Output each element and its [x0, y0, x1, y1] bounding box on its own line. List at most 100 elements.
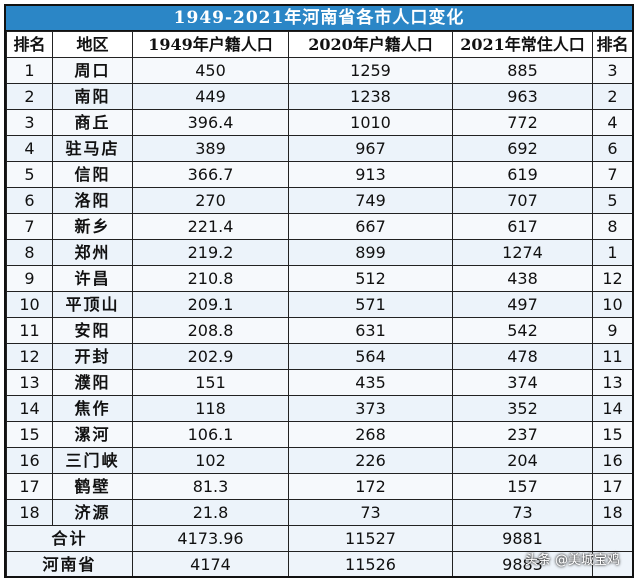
cell-rank: 10	[6, 291, 53, 318]
table-row: 7 新乡 221.4 667 617 8	[6, 213, 632, 240]
cell-2021: 352	[452, 395, 593, 422]
cell-1949: 389	[132, 135, 289, 162]
cell-rank: 6	[6, 187, 53, 214]
summary-v2020: 1	[289, 578, 453, 579]
cell-region: 三门峡	[52, 447, 133, 474]
cell-rank: 4	[6, 135, 53, 162]
cell-region: 鹤壁	[52, 473, 133, 500]
cell-2021: 204	[452, 447, 593, 474]
header-rank-2021: 排名	[592, 31, 632, 58]
cell-1949: 102	[132, 447, 289, 474]
cell-2020: 268	[288, 421, 453, 448]
cell-region: 新乡	[52, 213, 133, 240]
cell-2020: 571	[288, 291, 453, 318]
cell-2020: 226	[288, 447, 453, 474]
cell-rank: 11	[6, 317, 53, 344]
table-row: 1 周口 450 1259 885 3	[6, 57, 632, 84]
summary-empty-cell	[592, 551, 632, 576]
cell-region: 南阳	[52, 83, 133, 110]
population-table-sheet: 1949-2021年河南省各市人口变化 排名 地区 1949年户籍人口 2020…	[4, 4, 634, 578]
cell-2021: 772	[452, 109, 593, 136]
cell-2021: 885	[452, 57, 593, 84]
cell-2021: 619	[452, 161, 593, 188]
cell-region: 漯河	[52, 421, 133, 448]
table-row: 3 商丘 396.4 1010 772 4	[6, 109, 632, 136]
summary-v2020: 11527	[288, 525, 453, 552]
cell-rank: 9	[6, 265, 53, 292]
cell-rank: 7	[6, 213, 53, 240]
summary-label: 合计	[6, 525, 133, 552]
table-row: 15 漯河 106.1 268 237 15	[6, 421, 632, 448]
cell-2020: 373	[288, 395, 453, 422]
header-2020-registered: 2020年户籍人口	[288, 31, 453, 58]
cell-1949: 118	[132, 395, 289, 422]
cell-rank: 16	[6, 447, 53, 474]
cell-2021: 478	[452, 343, 593, 370]
summary-v2021: 9883	[452, 551, 593, 576]
cell-rank: 13	[6, 369, 53, 396]
cell-1949: 151	[132, 369, 289, 396]
table-row: 12 开封 202.9 564 478 11	[6, 343, 632, 370]
cell-rank: 17	[6, 473, 53, 500]
cell-region: 焦作	[52, 395, 133, 422]
cell-rank-2021: 6	[592, 135, 632, 162]
cell-rank: 15	[6, 421, 53, 448]
cell-1949: 366.7	[132, 161, 289, 188]
header-2021-resident: 2021年常住人口	[452, 31, 593, 58]
cell-rank-2021: 5	[592, 187, 632, 214]
cell-2021: 1274	[452, 239, 593, 266]
cell-region: 濮阳	[52, 369, 133, 396]
cell-region: 平顶山	[52, 291, 133, 318]
table-row: 6 洛阳 270 749 707 5	[6, 187, 632, 214]
watermark: 头条 @美城宝鸡	[524, 553, 620, 568]
cell-rank-2021: 4	[592, 109, 632, 136]
table-row: 17 鹤壁 81.3 172 157 17	[6, 473, 632, 500]
cell-rank-2021: 12	[592, 265, 632, 292]
cell-rank: 5	[6, 161, 53, 188]
cell-region: 商丘	[52, 109, 133, 136]
cell-rank-2021: 2	[592, 83, 632, 110]
cell-rank: 1	[6, 57, 53, 84]
table-row: 11 安阳 208.8 631 542 9	[6, 317, 632, 344]
cell-2020: 73	[288, 499, 453, 526]
cell-rank: 14	[6, 395, 53, 422]
cell-2021: 374	[452, 369, 593, 396]
header-1949-registered: 1949年户籍人口	[132, 31, 289, 58]
header-region: 地区	[52, 31, 133, 58]
cell-2020: 631	[288, 317, 453, 344]
cell-2020: 172	[288, 473, 453, 500]
table-row: 9 许昌 210.8 512 438 12	[6, 265, 632, 292]
cell-rank: 2	[6, 83, 53, 110]
header-row: 排名 地区 1949年户籍人口 2020年户籍人口 2021年常住人口 排名	[6, 31, 632, 58]
table-row: 14 焦作 118 373 352 14	[6, 395, 632, 422]
cell-2020: 512	[288, 265, 453, 292]
summary-empty-cell	[592, 525, 632, 552]
cell-2020: 899	[288, 239, 453, 266]
table-row: 4 驻马店 389 967 692 6	[6, 135, 632, 162]
cell-1949: 209.1	[132, 291, 289, 318]
table-row: 2 南阳 449 1238 963 2	[6, 83, 632, 110]
cell-rank: 12	[6, 343, 53, 370]
summary-v1949: 4173.96	[132, 525, 289, 552]
cell-rank-2021: 18	[592, 499, 632, 526]
summary-v2020: 11526	[288, 551, 453, 576]
cell-1949: 396.4	[132, 109, 289, 136]
cell-region: 许昌	[52, 265, 133, 292]
cell-rank: 3	[6, 109, 53, 136]
cell-2021: 73	[452, 499, 593, 526]
cell-1949: 449	[132, 83, 289, 110]
cell-1949: 202.9	[132, 343, 289, 370]
cell-rank-2021: 7	[592, 161, 632, 188]
cell-2021: 963	[452, 83, 593, 110]
summary-row: 差额-0.041	[7, 578, 633, 579]
cell-1949: 106.1	[132, 421, 289, 448]
cell-2021: 237	[452, 421, 593, 448]
population-table: 排名 地区 1949年户籍人口 2020年户籍人口 2021年常住人口 排名 1…	[6, 31, 633, 579]
cell-rank-2021: 3	[592, 57, 632, 84]
cell-1949: 450	[132, 57, 289, 84]
cell-1949: 210.8	[132, 265, 289, 292]
table-row: 16 三门峡 102 226 204 16	[6, 447, 632, 474]
cell-1949: 81.3	[132, 473, 289, 500]
cell-2021: 707	[452, 187, 593, 214]
table-row: 5 信阳 366.7 913 619 7	[6, 161, 632, 188]
